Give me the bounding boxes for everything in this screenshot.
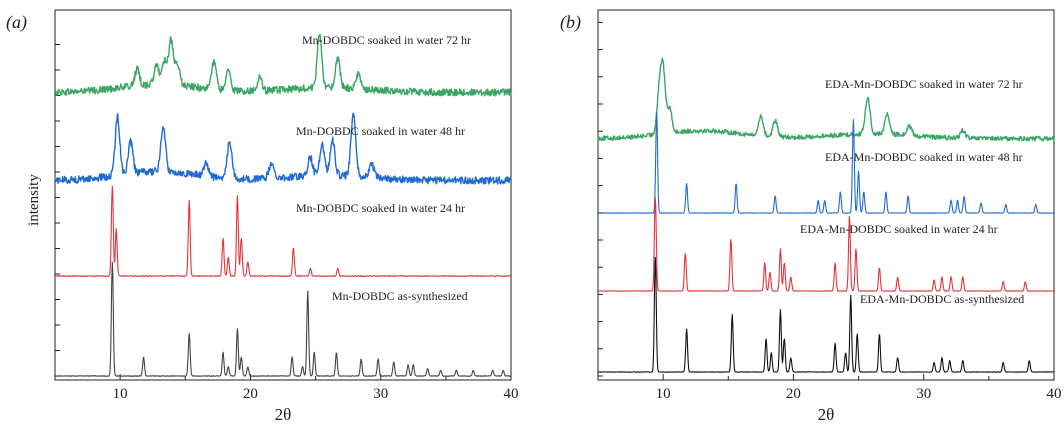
series-line	[54, 261, 512, 377]
series-line	[54, 33, 512, 97]
x-tick-label: 40	[1047, 386, 1062, 402]
x-tick-label: 20	[786, 386, 801, 402]
panel-a-series-label-72hr: Mn-DOBDC soaked in water 72 hr	[302, 33, 471, 47]
series-line	[597, 256, 1055, 373]
panel-a-curves	[54, 33, 512, 377]
panel-b-series-label-24hr: EDA-Mn-DOBDC soaked in water 24 hr	[800, 222, 998, 236]
series-line	[54, 112, 512, 185]
panel-b-series-label-72hr: EDA-Mn-DOBDC soaked in water 72 hr	[825, 77, 1023, 91]
x-tick-label: 20	[243, 386, 258, 402]
panel-b-curves	[597, 57, 1055, 373]
x-tick-label: 10	[113, 386, 128, 402]
panel-a-series-label-24hr: Mn-DOBDC soaked in water 24 hr	[296, 201, 465, 215]
panel-a-x-axis-label: 2θ	[275, 405, 292, 424]
panel-a: (a) 10 20 30 40 Mn-DOBDC soaked in water 72…	[6, 9, 519, 424]
panel-a-series-label-48hr: Mn-DOBDC soaked in water 48 hr	[296, 124, 465, 138]
panel-b-ticks: 10 20 30 40	[597, 21, 1062, 402]
panel-b-series-label-as-synth: EDA-Mn-DOBDC as-synthesized	[860, 292, 1024, 306]
x-tick-label: 40	[504, 386, 519, 402]
panel-a-tag: (a)	[6, 12, 27, 33]
series-line	[597, 57, 1055, 142]
panel-a-frame	[54, 9, 512, 381]
panel-b-x-axis-label: 2θ	[818, 405, 835, 424]
x-tick-label: 30	[916, 386, 931, 402]
panel-a-y-axis-label: intensity	[26, 174, 42, 226]
panel-b-series-label-48hr: EDA-Mn-DOBDC soaked in water 48 hr	[825, 150, 1023, 164]
series-line	[597, 111, 1055, 214]
x-tick-label: 10	[656, 386, 671, 402]
series-line	[54, 185, 512, 277]
panel-a-series-label-as-synth: Mn-DOBDC as-synthesized	[332, 289, 468, 303]
panel-a-ticks: 10 20 30 40	[54, 44, 519, 402]
x-tick-label: 30	[373, 386, 388, 402]
series-line	[597, 196, 1055, 292]
panel-b: (b) 10 20 30 40 EDA-Mn-DOBDC soaked in wate…	[560, 9, 1062, 424]
panel-b-frame	[597, 9, 1055, 381]
panel-b-tag: (b)	[560, 12, 581, 33]
